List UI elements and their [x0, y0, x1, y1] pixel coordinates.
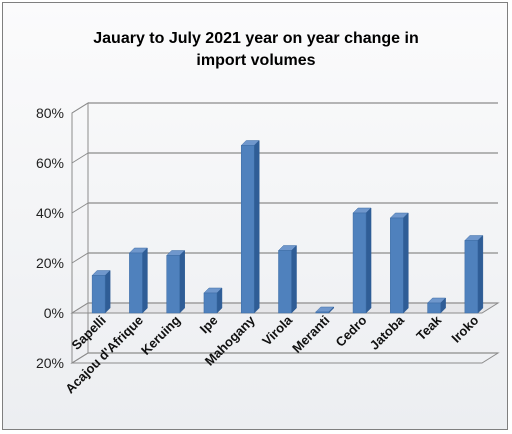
chart-title-line1: Jauary to July 2021 year on year change …: [93, 30, 419, 47]
gridline-depth: [71, 152, 89, 164]
x-tick-label: Cedro: [332, 312, 369, 349]
y-tick-label: 80%: [36, 105, 64, 121]
y-tick-label: 20%: [36, 355, 64, 371]
bar-side: [403, 212, 409, 314]
bar: [203, 292, 218, 314]
bar: [240, 145, 255, 314]
bar-side: [179, 249, 185, 314]
bar: [390, 217, 404, 314]
bar: [352, 212, 367, 314]
bar-side: [253, 139, 260, 314]
gridline-depth: [71, 252, 89, 264]
y-tick-label: 40%: [36, 205, 64, 221]
x-tick-label: Iroko: [448, 312, 481, 345]
bar: [464, 240, 479, 314]
bottom-plane: [70, 352, 500, 364]
bar: [129, 252, 143, 314]
x-tick-label: Meranti: [289, 313, 332, 356]
bar-side: [477, 234, 484, 314]
x-tick-label: Ipe: [197, 313, 221, 337]
y-tick-label: 20%: [36, 255, 64, 271]
bar-side: [365, 207, 372, 314]
x-tick-label: Jatoba: [367, 312, 408, 353]
chart-title: Jauary to July 2021 year on year change …: [0, 28, 512, 72]
bar: [166, 255, 180, 314]
y-tick-label: 0%: [44, 305, 64, 321]
bar-side: [142, 247, 148, 314]
bar-side: [291, 244, 297, 314]
bar: [91, 275, 106, 314]
y-tick-label: 60%: [36, 155, 64, 171]
bar: [427, 302, 441, 314]
bar-side: [104, 269, 111, 314]
chart-title-line2: import volumes: [196, 52, 316, 69]
bar: [278, 250, 292, 314]
x-tick-label: Teak: [413, 312, 444, 343]
bar: [315, 311, 330, 314]
gridline-depth: [71, 102, 89, 114]
gridline-depth: [71, 202, 89, 214]
x-tick-label: Keruing: [138, 312, 183, 357]
